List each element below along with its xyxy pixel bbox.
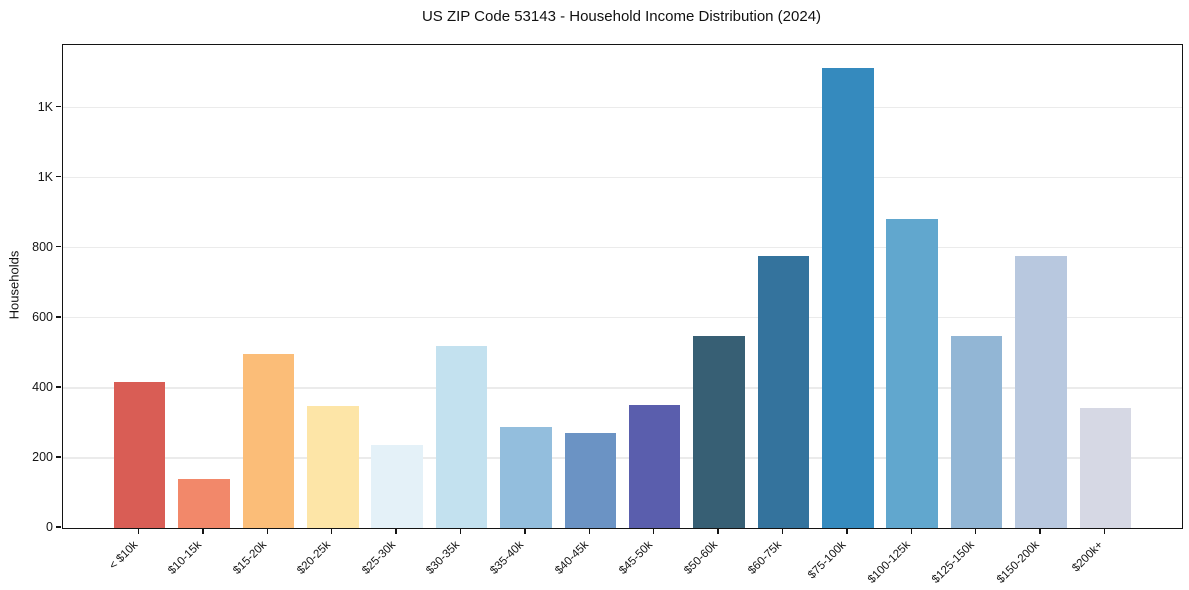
bar--10k bbox=[113, 381, 166, 528]
x-tick-label: $30-35k bbox=[424, 539, 463, 577]
x-tick-label: < $10k bbox=[106, 539, 141, 573]
x-tick-label: $125-150k bbox=[930, 539, 978, 586]
y-tick-label: 1K bbox=[37, 169, 53, 184]
bar--40-45k bbox=[564, 433, 617, 528]
gridline-1K bbox=[63, 177, 1182, 179]
y-tick-label: 600 bbox=[32, 309, 53, 324]
bar--25-30k bbox=[371, 444, 423, 528]
x-tick-label: $40-45k bbox=[552, 539, 591, 577]
x-tick-label: $200k+ bbox=[1070, 539, 1106, 575]
x-tick-mark bbox=[846, 528, 848, 534]
x-tick-mark bbox=[395, 528, 397, 534]
bar--200k+ bbox=[1079, 407, 1132, 528]
x-tick-label: $100-125k bbox=[865, 539, 913, 586]
bar--20-25k bbox=[307, 405, 359, 528]
x-tick-mark bbox=[717, 528, 719, 534]
x-tick-mark bbox=[331, 528, 333, 534]
y-tick-label: 1K bbox=[37, 99, 53, 114]
y-tick-label: 800 bbox=[32, 239, 53, 254]
x-tick-mark bbox=[137, 528, 140, 534]
bar--50-60k bbox=[693, 336, 745, 528]
x-tick-mark bbox=[588, 528, 590, 534]
x-tick-label: $20-25k bbox=[295, 539, 334, 577]
x-tick-label: $10-15k bbox=[166, 539, 205, 577]
x-tick-mark bbox=[459, 528, 462, 534]
x-tick-label: $50-60k bbox=[681, 539, 720, 577]
bar--150-200k bbox=[1015, 255, 1067, 528]
bar--15-20k bbox=[242, 353, 295, 528]
x-tick-mark bbox=[974, 528, 977, 534]
x-tick-label: $15-20k bbox=[231, 539, 269, 577]
y-tick-label: 200 bbox=[32, 449, 53, 464]
x-tick-label: $25-30k bbox=[359, 539, 398, 577]
x-tick-mark bbox=[1103, 528, 1106, 534]
y-tick-mark bbox=[56, 526, 61, 528]
x-tick-mark bbox=[202, 528, 204, 534]
bar--30-35k bbox=[435, 345, 488, 528]
gridline-600 bbox=[63, 317, 1182, 319]
y-tick-mark bbox=[56, 456, 61, 458]
bar--35-40k bbox=[500, 426, 552, 528]
bar--75-100k bbox=[822, 68, 874, 528]
x-tick-label: $150-200k bbox=[994, 539, 1042, 586]
y-tick-label: 0 bbox=[46, 520, 53, 534]
y-tick-mark bbox=[56, 316, 61, 318]
y-tick-mark bbox=[56, 246, 61, 248]
x-tick-label: $60-75k bbox=[746, 539, 784, 577]
y-axis-label: Households bbox=[6, 250, 22, 320]
gridline-1K bbox=[63, 107, 1182, 109]
plot-area bbox=[62, 44, 1183, 529]
bar--100-125k bbox=[886, 218, 938, 528]
bar--45-50k bbox=[628, 404, 681, 528]
x-tick-label: $75-100k bbox=[805, 539, 849, 582]
y-tick-label: 400 bbox=[32, 379, 53, 394]
bar--125-150k bbox=[950, 335, 1003, 528]
y-tick-mark bbox=[56, 386, 61, 388]
gridline-800 bbox=[63, 247, 1182, 249]
x-tick-mark bbox=[524, 528, 526, 534]
y-tick-mark bbox=[56, 176, 61, 178]
x-tick-mark bbox=[652, 528, 655, 534]
x-tick-mark bbox=[781, 528, 784, 534]
bar--10-15k bbox=[178, 478, 230, 528]
gridline-200 bbox=[63, 457, 1182, 459]
bar--60-75k bbox=[757, 256, 810, 528]
chart-title: US ZIP Code 53143 - Household Income Dis… bbox=[421, 8, 822, 25]
y-tick-mark bbox=[56, 105, 61, 108]
x-tick-mark bbox=[1039, 528, 1041, 534]
x-tick-mark bbox=[910, 528, 912, 534]
x-tick-label: $45-50k bbox=[617, 539, 656, 577]
x-tick-label: $35-40k bbox=[488, 539, 527, 577]
x-tick-mark bbox=[266, 528, 269, 534]
gridline-400 bbox=[63, 387, 1182, 389]
